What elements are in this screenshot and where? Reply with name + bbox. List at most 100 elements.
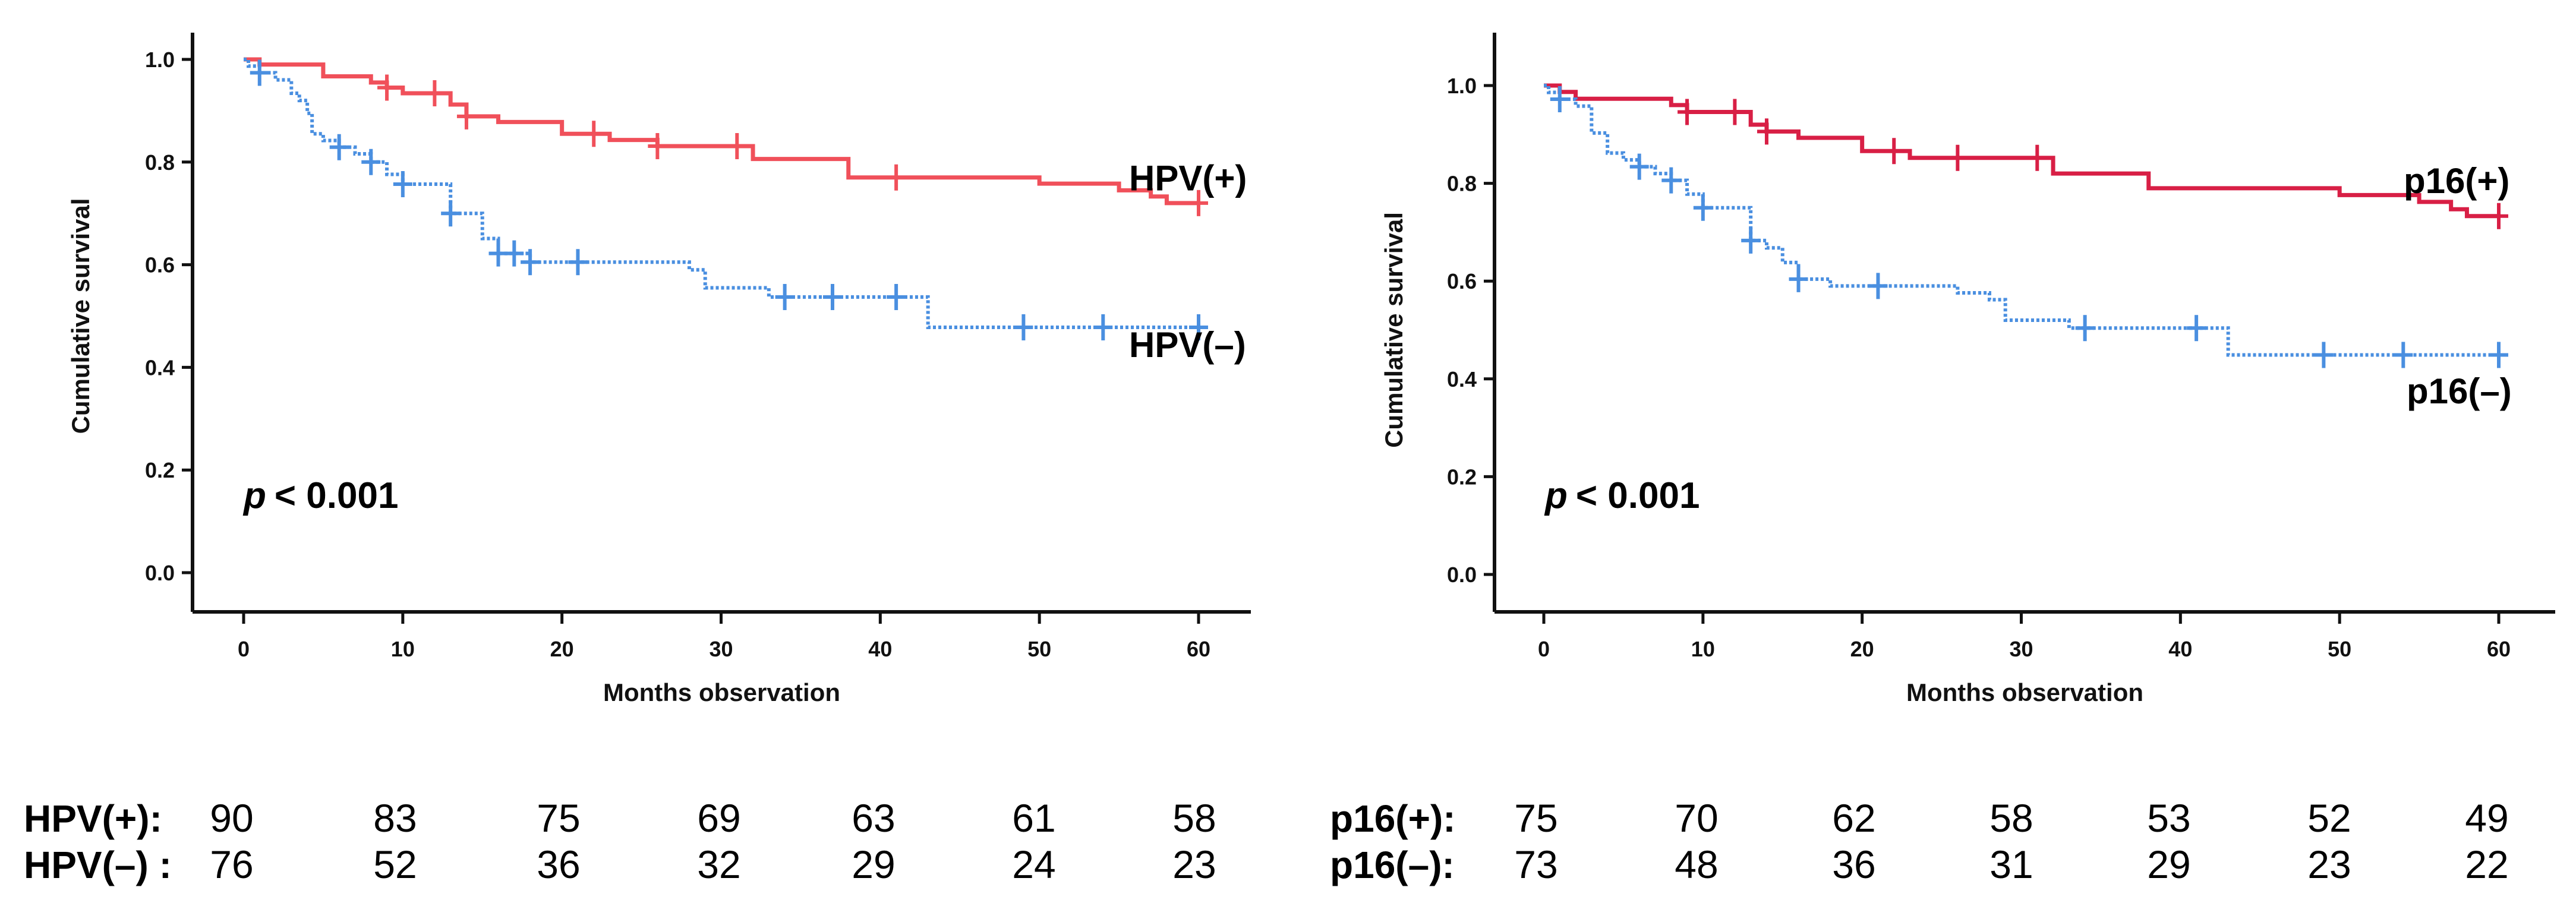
p-value: p < 0.001: [242, 475, 398, 516]
x-tick-label: 40: [868, 637, 892, 661]
risk-count: 53: [2147, 796, 2190, 840]
censor-mark: [1948, 144, 1968, 171]
x-tick-label: 50: [2328, 637, 2351, 661]
censor-mark: [377, 74, 397, 101]
censor-mark: [584, 121, 604, 147]
censor-mark: [2075, 315, 2095, 342]
y-tick-label: 1.0: [145, 48, 175, 72]
risk-count: 58: [1989, 796, 2033, 840]
censor-mark: [2028, 144, 2047, 171]
y-tick-label: 0.8: [1447, 172, 1477, 196]
risk-count: 76: [210, 842, 253, 886]
y-tick-label: 0.2: [145, 458, 175, 482]
censor-mark: [456, 103, 476, 130]
x-axis-title: Months observation: [603, 678, 840, 706]
x-tick-label: 30: [709, 637, 733, 661]
risk-count: 36: [537, 842, 580, 886]
censor-mark: [568, 249, 588, 276]
x-axis-title: Months observation: [1906, 678, 2143, 706]
y-axis-title: Cumulative survival: [67, 198, 94, 434]
risk-count: 49: [2465, 796, 2508, 840]
risk-count: 52: [2307, 796, 2351, 840]
risk-count: 70: [1675, 796, 1718, 840]
x-tick-label: 30: [2009, 637, 2033, 661]
y-axis-title: Cumulative survival: [1380, 212, 1408, 448]
censor-mark: [1629, 153, 1649, 180]
risk-count: 61: [1012, 796, 1055, 840]
x-tick-label: 0: [238, 637, 250, 661]
censor-mark: [441, 200, 461, 227]
y-tick-label: 0.0: [145, 561, 175, 585]
series-label: HPV(+): [1129, 158, 1247, 198]
censor-mark: [2489, 342, 2508, 368]
censor-mark: [2394, 342, 2413, 368]
y-tick-label: 1.0: [1447, 74, 1477, 98]
censor-mark: [887, 284, 906, 311]
p-value-text: < 0.001: [275, 475, 399, 516]
censor-mark: [1884, 138, 1904, 165]
censor-mark: [1014, 314, 1033, 341]
risk-count: 31: [1989, 842, 2033, 886]
censor-mark: [1093, 314, 1113, 341]
censor-mark: [1757, 118, 1776, 145]
x-tick-label: 10: [1691, 637, 1715, 661]
censor-mark: [521, 249, 540, 276]
censor-mark: [361, 149, 381, 175]
y-tick-label: 0.4: [145, 355, 175, 380]
series-label: p16(+): [2404, 161, 2509, 201]
risk-row-label: p16(+):: [1330, 797, 1456, 840]
risk-count: 58: [1172, 796, 1216, 840]
risk-count: 75: [1514, 796, 1557, 840]
x-tick-label: 20: [550, 637, 574, 661]
risk-count: 75: [537, 796, 580, 840]
censor-mark: [822, 284, 842, 311]
y-tick-label: 0.6: [145, 253, 175, 277]
risk-count: 32: [697, 842, 740, 886]
censor-mark: [1189, 190, 1208, 216]
y-tick-label: 0.6: [1447, 269, 1477, 293]
censor-mark: [488, 240, 508, 267]
km-chart-1: 0.0 0.2 0.4 0.6 0.8 1.0 0 10 20 30 40 50 60 Months ob…: [24, 33, 1251, 886]
x-tick-label: 50: [1027, 637, 1051, 661]
x-tick-label: 10: [391, 637, 415, 661]
censor-mark: [1678, 99, 1697, 125]
p-value: p < 0.001: [1544, 475, 1700, 516]
censor-mark: [1661, 167, 1681, 194]
series-label: HPV(–): [1129, 325, 1246, 365]
censor-mark: [250, 59, 269, 86]
censor-mark: [1789, 266, 1808, 292]
y-tick-label: 0.4: [1447, 367, 1477, 391]
y-tick-label: 0.8: [145, 150, 175, 175]
x-tick-label: 20: [1850, 637, 1874, 661]
risk-count: 29: [2147, 842, 2190, 886]
censor-mark: [2314, 342, 2334, 368]
p-value-text: < 0.001: [1576, 475, 1700, 516]
censor-mark: [2187, 315, 2206, 342]
censor-mark: [1550, 86, 1569, 113]
risk-count: 62: [1832, 796, 1875, 840]
risk-count: 90: [210, 796, 253, 840]
risk-row-label: HPV(+):: [24, 797, 162, 840]
survival-curve-positive: [1544, 83, 2499, 219]
series-label: p16(–): [2407, 371, 2512, 411]
censor-mark: [2489, 203, 2508, 229]
censor-mark: [1693, 194, 1713, 221]
risk-row-label: p16(–):: [1330, 844, 1455, 886]
risk-count: 83: [373, 796, 417, 840]
x-tick-label: 0: [1538, 637, 1550, 661]
risk-count: 63: [852, 796, 895, 840]
y-tick-label: 0.0: [1447, 563, 1477, 587]
x-tick-label: 60: [2487, 637, 2511, 661]
survival-curve-negative: [1544, 84, 2499, 357]
censor-mark: [1189, 314, 1208, 341]
censor-mark: [1868, 273, 1888, 299]
risk-count: 29: [852, 842, 895, 886]
x-tick-label: 40: [2168, 637, 2192, 661]
risk-count: 48: [1675, 842, 1718, 886]
survival-curve-positive: [244, 57, 1199, 206]
km-chart-2: 0.0 0.2 0.4 0.6 0.8 1.0 0 10 20 30 40 50 60 Months ob…: [1330, 33, 2555, 886]
risk-count: 23: [1172, 842, 1216, 886]
censor-mark: [505, 240, 524, 267]
x-tick-label: 60: [1187, 637, 1210, 661]
